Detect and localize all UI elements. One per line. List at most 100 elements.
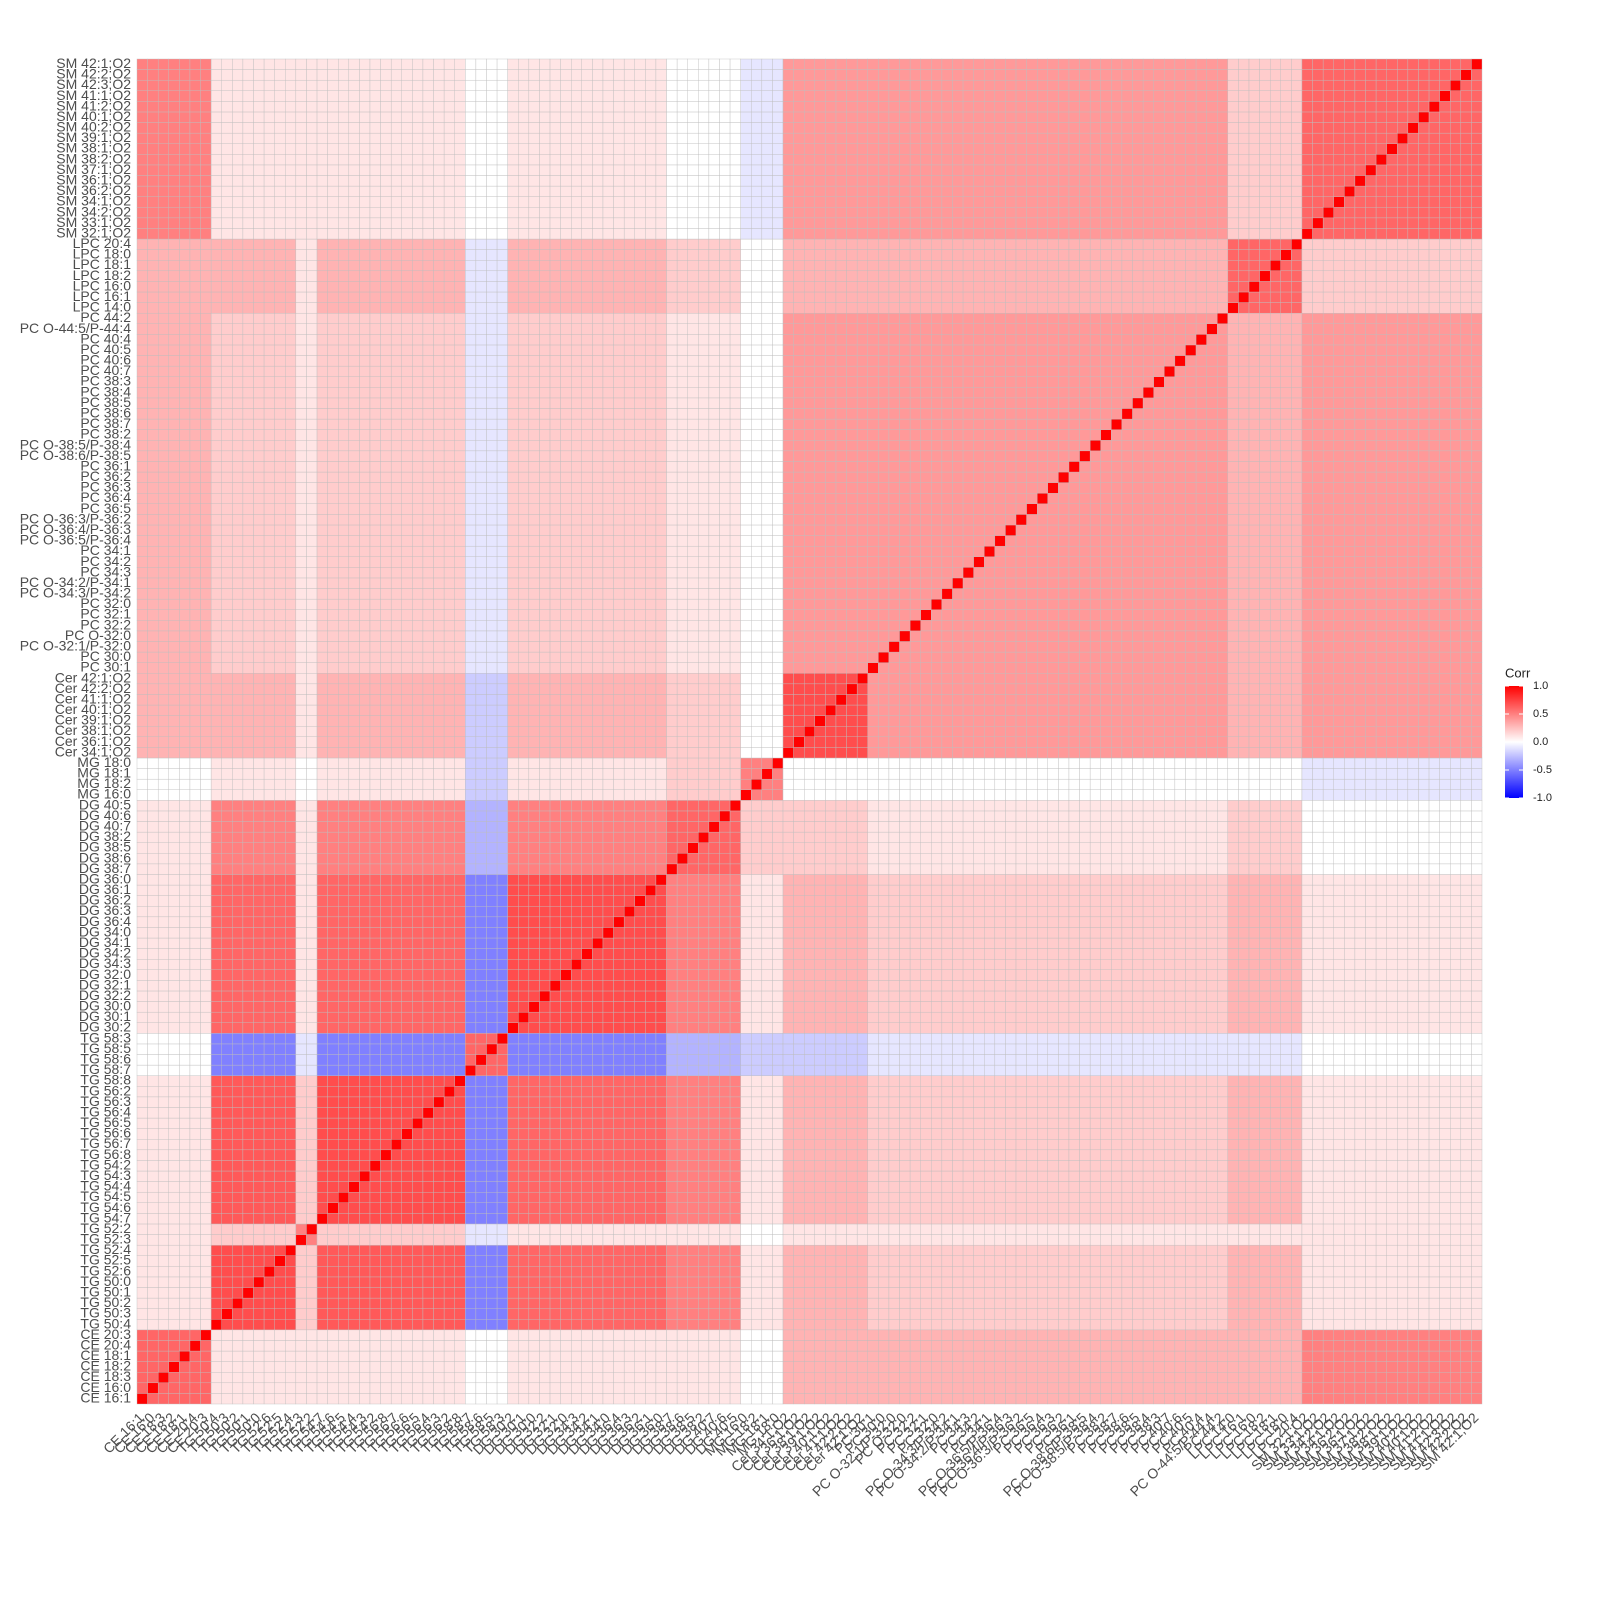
cell (232, 609, 244, 621)
cell (539, 90, 551, 102)
cell (295, 302, 307, 314)
cell (168, 196, 180, 208)
cell (274, 1297, 286, 1309)
cell (401, 673, 413, 685)
cell (327, 217, 339, 229)
cell (465, 58, 477, 70)
cell (422, 884, 434, 896)
cell (454, 450, 466, 462)
cell (338, 1075, 350, 1087)
cell (168, 461, 180, 473)
cell (189, 461, 201, 473)
cell (518, 853, 530, 865)
cell (496, 122, 508, 134)
cell (232, 450, 244, 462)
cell (327, 260, 339, 272)
cell (518, 154, 530, 166)
cell (454, 111, 466, 123)
cell (380, 1393, 392, 1405)
cell (147, 270, 159, 282)
cell (285, 302, 297, 314)
cell (221, 937, 233, 949)
cell (147, 726, 159, 737)
cell (147, 1287, 159, 1299)
cell (422, 471, 434, 483)
cell (232, 1096, 244, 1108)
cell (253, 800, 265, 812)
cell (136, 376, 148, 388)
cell (422, 355, 434, 367)
cell (274, 450, 286, 462)
cell (136, 1393, 148, 1405)
cell (263, 1255, 275, 1267)
cell (221, 1054, 233, 1066)
cell (369, 111, 381, 123)
cell (539, 1393, 551, 1405)
cell (549, 1001, 561, 1013)
cell (454, 524, 466, 536)
cell (179, 461, 191, 473)
cell (157, 1340, 169, 1352)
cell (496, 482, 508, 494)
cell (306, 90, 318, 102)
cell (306, 736, 318, 748)
cell (221, 524, 233, 536)
cell (147, 185, 159, 197)
cell (189, 281, 201, 293)
cell (486, 1160, 498, 1172)
cell (136, 461, 148, 473)
cell (221, 101, 233, 113)
cell (359, 503, 371, 515)
cell (369, 1350, 381, 1362)
cell (359, 1011, 371, 1023)
cell (232, 588, 244, 600)
cell (295, 1393, 307, 1405)
cell (412, 895, 424, 907)
cell (348, 778, 360, 790)
cell (210, 567, 222, 579)
cell (401, 1329, 413, 1341)
cell (295, 715, 307, 727)
cell (369, 1064, 381, 1076)
cell (443, 482, 455, 494)
cell (189, 704, 201, 716)
cell (401, 1361, 413, 1373)
cell (518, 778, 530, 790)
cell (433, 916, 445, 928)
cell (274, 1319, 286, 1331)
cell (369, 408, 381, 420)
cell (443, 164, 455, 176)
cell (518, 1139, 530, 1151)
cell (359, 291, 371, 303)
cell (179, 620, 191, 632)
cell (454, 736, 466, 748)
cell (380, 778, 392, 790)
cell (486, 927, 498, 939)
cell (200, 1202, 212, 1214)
cell (147, 567, 159, 579)
cell (507, 111, 519, 123)
cell (285, 196, 297, 208)
cell (242, 1372, 254, 1384)
cell (475, 132, 487, 144)
cell (232, 1011, 244, 1023)
cell (475, 450, 487, 462)
cell (179, 937, 191, 949)
cell (157, 408, 169, 420)
cell (518, 895, 530, 907)
cell (253, 736, 265, 748)
cell (348, 1340, 360, 1352)
cell (486, 1213, 498, 1225)
cell (475, 1128, 487, 1140)
cell (295, 1191, 307, 1203)
cell (179, 1170, 191, 1182)
cell (136, 503, 148, 515)
cell (348, 1086, 360, 1098)
cell (507, 344, 519, 356)
cell (179, 757, 191, 769)
cell (232, 874, 244, 886)
cell (359, 249, 371, 261)
cell (221, 1350, 233, 1362)
cell (390, 895, 402, 907)
